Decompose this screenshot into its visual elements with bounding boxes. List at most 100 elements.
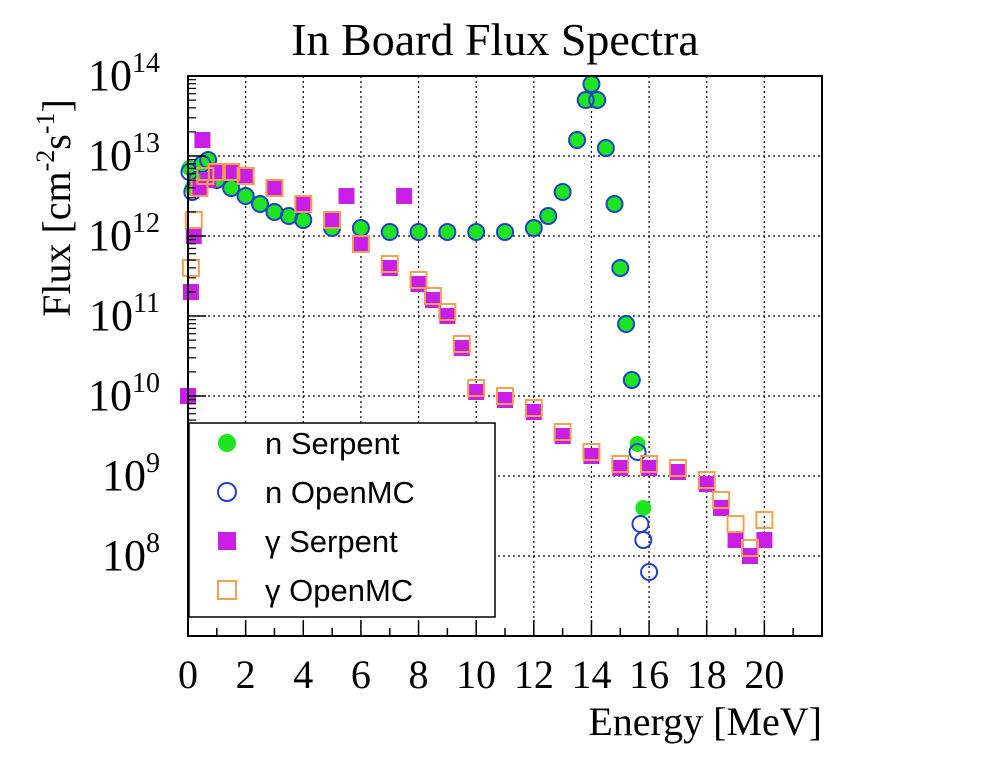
- data-point: [236, 167, 255, 185]
- x-tick-label: 12: [514, 652, 554, 697]
- data-point: [635, 500, 652, 516]
- data-point: [468, 384, 485, 400]
- data-point: [669, 464, 686, 480]
- data-point: [611, 259, 630, 277]
- data-point: [524, 219, 543, 237]
- data-point: [324, 212, 341, 228]
- chart-title: In Board Flux Spectra: [291, 14, 699, 65]
- x-tick-label: 2: [236, 652, 256, 697]
- x-tick-label: 8: [409, 652, 429, 697]
- data-point: [617, 315, 636, 333]
- data-point: [223, 180, 240, 196]
- data-point: [539, 207, 558, 225]
- data-point: [606, 196, 623, 212]
- data-point: [468, 224, 485, 240]
- data-point: [352, 220, 369, 236]
- data-point: [631, 515, 650, 533]
- data-point: [582, 443, 601, 461]
- data-point: [280, 208, 297, 224]
- data-point: [409, 223, 428, 241]
- legend-label: n OpenMC: [265, 475, 415, 510]
- data-point: [467, 223, 486, 241]
- data-point: [553, 423, 572, 441]
- data-point: [496, 223, 514, 241]
- data-point: [410, 224, 427, 240]
- data-point: [623, 372, 640, 388]
- legend-box: [188, 422, 496, 618]
- y-tick-label: 1012: [88, 208, 160, 260]
- data-point: [266, 180, 283, 196]
- x-tick-label: 4: [293, 652, 313, 697]
- legend-marker: [218, 434, 236, 452]
- data-point: [605, 195, 624, 213]
- data-point: [540, 208, 557, 224]
- data-point: [323, 211, 342, 229]
- y-axis-label-sup1: -2: [31, 150, 60, 172]
- data-point: [597, 140, 614, 156]
- data-point: [380, 255, 399, 273]
- y-axis-label: Flux [cm-2s-1]: [31, 99, 79, 317]
- data-point: [727, 532, 744, 548]
- x-axis: 0 2 4 6 8 10 12 14 16 18 20: [178, 620, 823, 697]
- x-tick-label: 6: [351, 652, 371, 697]
- data-point: [237, 188, 254, 204]
- data-point: [698, 476, 715, 492]
- data-point: [295, 212, 312, 228]
- data-point: [196, 167, 215, 185]
- data-point: [583, 76, 600, 92]
- data-point: [726, 515, 745, 533]
- data-point: [237, 168, 254, 184]
- data-point: [467, 379, 486, 397]
- legend-label: n Serpent: [265, 426, 400, 461]
- x-tick-label: 0: [178, 652, 198, 697]
- data-point: [381, 224, 398, 240]
- data-point: [622, 371, 641, 389]
- data-point: [338, 188, 355, 204]
- data-point: [207, 163, 226, 181]
- data-point: [525, 220, 542, 236]
- y-axis-label-mid: s: [34, 134, 79, 150]
- data-point: [381, 260, 398, 276]
- data-point: [251, 195, 270, 213]
- data-point: [439, 224, 456, 240]
- legend-marker: [217, 580, 237, 600]
- data-point: [266, 204, 283, 220]
- x-tick-label: 18: [687, 652, 727, 697]
- y-tick-label: 108: [102, 528, 160, 580]
- data-point: [618, 316, 635, 332]
- x-tick-label: 20: [744, 652, 784, 697]
- data-point: [641, 460, 658, 476]
- data-point: [453, 340, 470, 356]
- data-point: [265, 179, 284, 197]
- y-tick-label: 1013: [88, 128, 160, 180]
- data-point: [554, 184, 571, 200]
- data-point: [497, 392, 513, 408]
- data-point: [596, 139, 615, 157]
- data-point: [409, 271, 428, 289]
- data-point: [380, 223, 399, 241]
- data-point: [294, 195, 313, 213]
- data-point: [611, 455, 630, 473]
- data-point: [252, 196, 269, 212]
- data-point: [588, 91, 607, 109]
- x-axis-label: Energy [MeV]: [588, 699, 822, 744]
- x-tick-label: 16: [629, 652, 669, 697]
- data-point: [438, 223, 457, 241]
- data-point: [452, 335, 471, 353]
- data-point: [423, 287, 442, 305]
- legend-marker: [217, 482, 237, 502]
- legend-marker: [218, 532, 236, 550]
- data-point: [295, 196, 312, 212]
- data-point: [697, 471, 716, 489]
- data-point: [524, 399, 543, 417]
- data-point: [352, 236, 369, 252]
- y-tick-label: 109: [102, 448, 160, 500]
- y-axis-label-end: ]: [34, 99, 79, 112]
- x-tick-label: 14: [571, 652, 611, 697]
- data-point: [194, 132, 211, 148]
- data-point: [569, 132, 586, 148]
- data-point: [640, 563, 659, 581]
- data-point: [438, 303, 457, 321]
- data-point: [222, 163, 241, 181]
